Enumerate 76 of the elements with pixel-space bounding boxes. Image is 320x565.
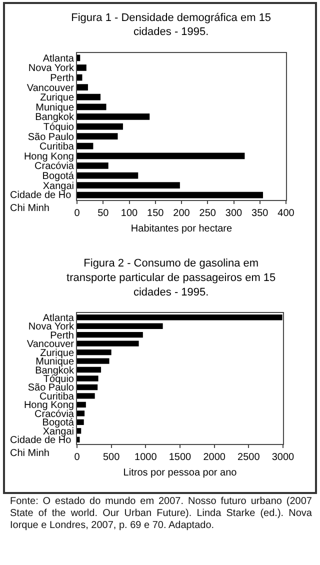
bar bbox=[77, 172, 138, 179]
y-tick-label: Munique bbox=[36, 356, 74, 368]
y-tick-label: São Paulo bbox=[28, 132, 74, 143]
bar bbox=[77, 376, 98, 382]
y-tick-label: Munique bbox=[36, 102, 74, 114]
bar bbox=[77, 358, 110, 364]
bar bbox=[77, 64, 86, 71]
bar bbox=[77, 152, 245, 160]
y-tick-label: Bangkok bbox=[35, 365, 75, 376]
x-tick-label: 0 bbox=[74, 452, 80, 463]
bar bbox=[77, 393, 95, 399]
y-tick-label: Zurique bbox=[40, 92, 74, 104]
bar bbox=[77, 410, 85, 416]
bar bbox=[77, 349, 112, 356]
bar bbox=[77, 123, 123, 130]
bar bbox=[77, 340, 139, 346]
y-tick-label: Atlanta bbox=[42, 53, 74, 64]
y-tick-label: Nova York bbox=[28, 63, 75, 74]
bar bbox=[77, 402, 86, 408]
bar bbox=[77, 332, 143, 338]
x-axis-title: Habitantes por hectare bbox=[130, 224, 233, 234]
bar bbox=[77, 74, 82, 81]
x-tick-label: 50 bbox=[98, 208, 110, 219]
y-tick-label: Zurique bbox=[40, 348, 74, 359]
x-tick-label: 2500 bbox=[238, 452, 260, 463]
bar bbox=[77, 162, 108, 169]
y-tick-label: Xangai bbox=[42, 180, 74, 192]
bar bbox=[77, 133, 118, 140]
x-tick-label: 0 bbox=[74, 208, 80, 219]
bar bbox=[77, 114, 150, 120]
x-tick-label: 1000 bbox=[134, 452, 158, 463]
bar bbox=[77, 314, 282, 320]
chart-title: Figura 2 - Consumo de gasolina em transporte particular de passageiros em 15 cidades - 1995. bbox=[66, 258, 276, 298]
y-tick-label: Curitiba bbox=[40, 142, 74, 153]
y-tick-label: Tóquio bbox=[43, 122, 74, 133]
y-tick-label: Hong Kong bbox=[24, 151, 74, 162]
x-tick-label: 150 bbox=[147, 208, 164, 219]
bar bbox=[77, 419, 84, 426]
x-axis-title: Litros por pessoa por ano bbox=[123, 468, 238, 478]
y-tick-label: Cidade de Ho Chi Minh bbox=[10, 190, 72, 214]
x-tick-label: 1500 bbox=[168, 452, 192, 463]
bar bbox=[77, 366, 102, 373]
bar bbox=[77, 182, 180, 188]
chart-title: Figura 1 - Densidade demográfica em 15 cidades - 1995. bbox=[71, 12, 272, 38]
y-tick-label: Perth bbox=[50, 73, 74, 84]
bar bbox=[77, 84, 88, 90]
y-tick-label: Cidade de Ho Chi Minh bbox=[10, 435, 72, 459]
x-tick-label: 400 bbox=[278, 208, 295, 219]
bar bbox=[77, 94, 101, 100]
x-tick-label: 2000 bbox=[203, 452, 226, 463]
y-tick-label: Cracóvia bbox=[34, 161, 74, 172]
bar bbox=[77, 192, 264, 198]
bar bbox=[77, 384, 98, 390]
x-tick-label: 100 bbox=[120, 208, 138, 219]
y-tick-label: Bogotá bbox=[42, 171, 74, 182]
bar bbox=[77, 54, 80, 62]
bar bbox=[77, 428, 82, 434]
y-tick-label: Vancouver bbox=[26, 82, 75, 94]
y-tick-label: Curitiba bbox=[40, 391, 74, 402]
y-tick-label: Perth bbox=[50, 330, 74, 342]
y-tick-label: Hong Kong bbox=[24, 400, 74, 412]
bar bbox=[77, 104, 106, 110]
y-tick-label: Xangai bbox=[42, 426, 74, 438]
x-tick-label: 500 bbox=[102, 452, 120, 463]
x-tick-label: 250 bbox=[199, 208, 216, 219]
x-tick-label: 350 bbox=[252, 208, 269, 219]
y-tick-label: Bogotá bbox=[42, 418, 74, 429]
x-tick-label: 3000 bbox=[272, 452, 295, 463]
bar bbox=[77, 323, 163, 329]
x-tick-label: 300 bbox=[225, 208, 243, 219]
y-tick-label: Tóquio bbox=[43, 374, 74, 385]
x-tick-label: 200 bbox=[173, 208, 190, 219]
bar bbox=[77, 436, 80, 442]
bar bbox=[77, 142, 94, 150]
y-tick-label: Bangkok bbox=[35, 112, 75, 124]
source-note: Fonte: O estado do mundo em 2007. Nosso futuro urbano (2007 State of the world. Our Urban Future). Linda Starke (ed.). Nova Iorque e Londres, 2007, p. 69 e 70. Adaptado. bbox=[10, 496, 312, 532]
